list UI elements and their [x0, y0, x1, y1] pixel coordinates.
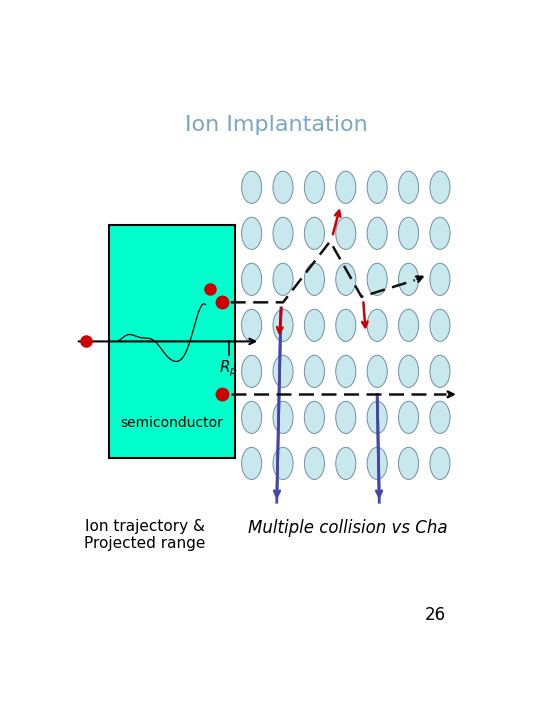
Ellipse shape: [367, 264, 387, 295]
Ellipse shape: [273, 355, 293, 387]
Ellipse shape: [430, 355, 450, 387]
Ellipse shape: [430, 447, 450, 480]
Ellipse shape: [241, 171, 262, 203]
Text: 26: 26: [425, 606, 447, 624]
Ellipse shape: [273, 217, 293, 249]
Text: semiconductor: semiconductor: [120, 416, 224, 430]
Ellipse shape: [273, 447, 293, 480]
Ellipse shape: [336, 217, 356, 249]
Ellipse shape: [241, 401, 262, 433]
Ellipse shape: [430, 401, 450, 433]
Text: Multiple collision vs Cha: Multiple collision vs Cha: [248, 519, 448, 537]
Ellipse shape: [241, 217, 262, 249]
Ellipse shape: [367, 355, 387, 387]
Ellipse shape: [273, 171, 293, 203]
Ellipse shape: [305, 217, 325, 249]
Ellipse shape: [399, 310, 418, 341]
Ellipse shape: [399, 447, 418, 480]
Ellipse shape: [273, 264, 293, 295]
Ellipse shape: [367, 217, 387, 249]
Ellipse shape: [305, 264, 325, 295]
Ellipse shape: [305, 401, 325, 433]
Text: Ion trajectory &
Projected range: Ion trajectory & Projected range: [84, 519, 206, 552]
Ellipse shape: [336, 355, 356, 387]
Ellipse shape: [430, 217, 450, 249]
Ellipse shape: [367, 171, 387, 203]
Ellipse shape: [399, 264, 418, 295]
Ellipse shape: [336, 264, 356, 295]
Ellipse shape: [241, 310, 262, 341]
Ellipse shape: [399, 171, 418, 203]
Bar: [109, 225, 235, 458]
Ellipse shape: [367, 310, 387, 341]
Ellipse shape: [305, 171, 325, 203]
Ellipse shape: [430, 264, 450, 295]
Ellipse shape: [399, 355, 418, 387]
Text: Ion Implantation: Ion Implantation: [185, 115, 368, 135]
Text: $R_p$: $R_p$: [219, 358, 238, 379]
Ellipse shape: [241, 355, 262, 387]
Ellipse shape: [305, 310, 325, 341]
Ellipse shape: [399, 217, 418, 249]
Ellipse shape: [336, 310, 356, 341]
Ellipse shape: [336, 171, 356, 203]
Ellipse shape: [336, 447, 356, 480]
Ellipse shape: [399, 401, 418, 433]
Ellipse shape: [241, 447, 262, 480]
Ellipse shape: [241, 264, 262, 295]
Ellipse shape: [305, 355, 325, 387]
Ellipse shape: [273, 310, 293, 341]
Ellipse shape: [273, 401, 293, 433]
Ellipse shape: [305, 447, 325, 480]
Ellipse shape: [430, 310, 450, 341]
Ellipse shape: [367, 447, 387, 480]
Ellipse shape: [336, 401, 356, 433]
Ellipse shape: [430, 171, 450, 203]
Ellipse shape: [367, 401, 387, 433]
